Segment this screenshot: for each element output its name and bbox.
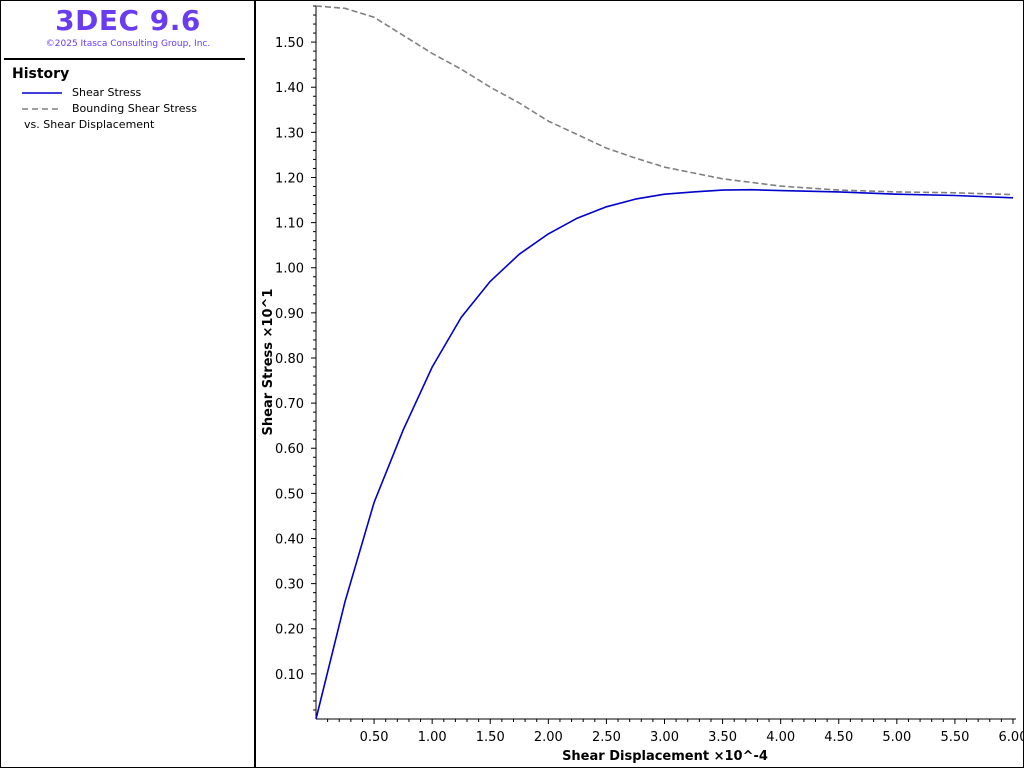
- y-tick-label: 0.40: [275, 532, 304, 547]
- y-tick-label: 0.50: [275, 487, 304, 502]
- history-title: History: [12, 66, 70, 82]
- y-tick-label: 0.20: [275, 623, 304, 638]
- series-bounding-shear-stress-line: [315, 5, 1014, 196]
- y-tick-label: 1.40: [275, 81, 304, 96]
- y-tick-label: 0.10: [275, 668, 304, 683]
- legend-panel: 3DEC 9.6 ©2025 Itasca Consulting Group, …: [0, 0, 256, 768]
- y-tick-label: 1.20: [275, 171, 304, 186]
- x-tick-label: 3.00: [650, 730, 679, 745]
- y-tick-label: 1.10: [275, 217, 304, 232]
- vs-label: vs. Shear Displacement: [24, 118, 155, 131]
- header-divider: [4, 58, 245, 60]
- y-axis-label: Shear Stress ×10^1: [261, 289, 276, 436]
- series-shear-stress-line: [315, 188, 1014, 720]
- solid-line-swatch-icon: [22, 92, 62, 94]
- x-tick-label: 3.50: [708, 730, 737, 745]
- x-tick-label: 5.50: [940, 730, 969, 745]
- y-tick-label: 0.30: [275, 578, 304, 593]
- legend-label: Shear Stress: [72, 86, 142, 99]
- x-tick-label: 4.50: [824, 730, 853, 745]
- y-tick-label: 1.00: [275, 262, 304, 277]
- x-axis-ticks: 0.50 1.00 1.50 2.00 2.50 3.00 3.50 4.00 4.50 5.00…: [327, 719, 1024, 745]
- copyright-text: ©2025 Itasca Consulting Group, Inc.: [45, 39, 211, 49]
- y-tick-label: 0.80: [275, 352, 304, 367]
- x-axis-label: Shear Displacement ×10^-4: [562, 749, 768, 764]
- x-tick-label: 0.50: [360, 730, 389, 745]
- dashed-line-swatch-icon: [22, 108, 62, 110]
- x-tick-label: 1.50: [476, 730, 505, 745]
- y-tick-label: 0.60: [275, 442, 304, 457]
- y-axis-ticks: 0.10 0.20 0.30 0.40 0.50 0.60 0.70 0.80 0.90 1.00…: [275, 5, 316, 711]
- x-tick-label: 2.50: [592, 730, 621, 745]
- y-tick-label: 0.90: [275, 307, 304, 322]
- x-tick-label: 4.00: [766, 730, 795, 745]
- x-tick-label: 5.00: [882, 730, 911, 745]
- app-title: 3DEC 9.6: [55, 4, 201, 37]
- x-tick-label: 1.00: [418, 730, 447, 745]
- y-tick-label: 1.30: [275, 126, 304, 141]
- y-tick-label: 1.50: [275, 36, 304, 51]
- series-layer: [315, 5, 1014, 720]
- x-tick-label: 6.00: [999, 730, 1024, 745]
- y-tick-label: 0.70: [275, 397, 304, 412]
- legend-label: Bounding Shear Stress: [72, 102, 197, 115]
- x-tick-label: 2.00: [534, 730, 563, 745]
